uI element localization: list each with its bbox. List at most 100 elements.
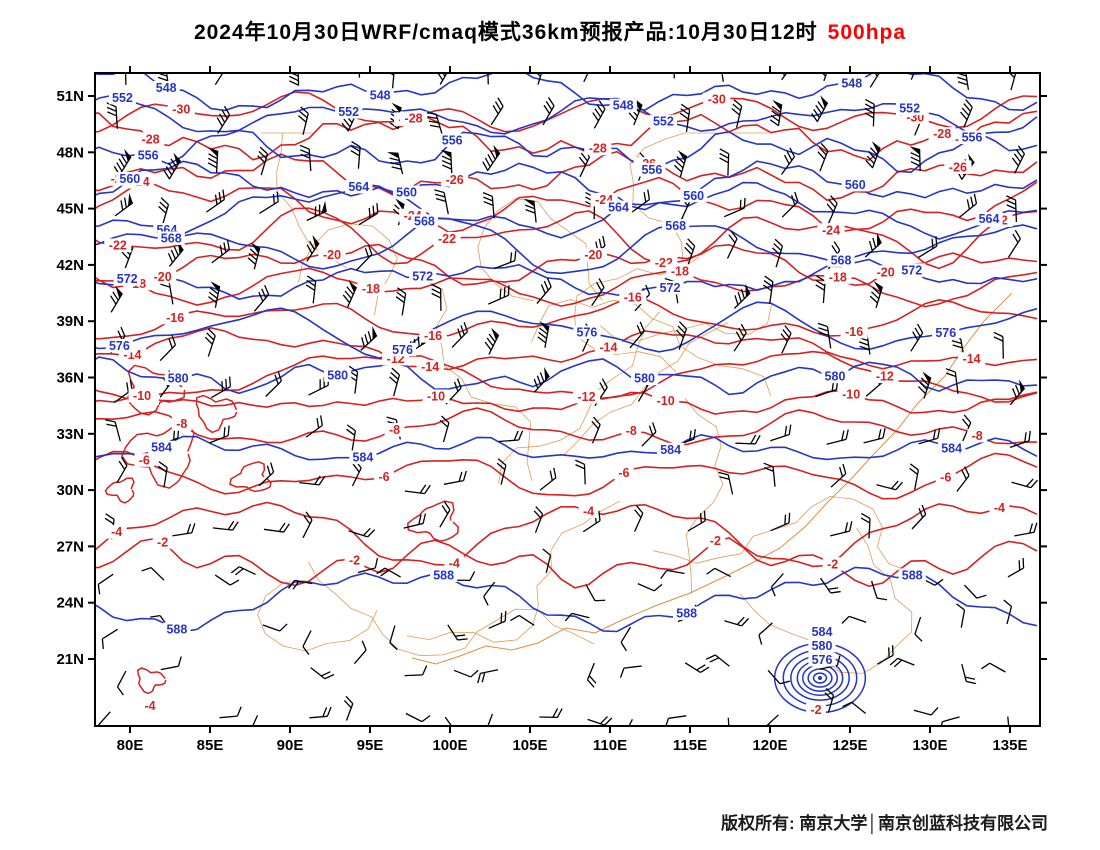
- contour-label-box: [163, 622, 191, 636]
- contour-label: 548: [841, 77, 862, 91]
- contour-label: 580: [825, 370, 846, 384]
- wind-barb: [634, 505, 644, 532]
- wind-barb: [498, 430, 524, 443]
- contour-label: -18: [671, 264, 689, 278]
- contour-label: -6: [378, 470, 389, 484]
- wind-barb: [357, 73, 361, 78]
- contour-label-box: [827, 253, 855, 267]
- boundary-line: [95, 217, 1038, 275]
- wind-barb: [298, 106, 309, 135]
- wind-barb: [706, 567, 731, 578]
- contour-label: 580: [812, 639, 833, 653]
- wind-barb: [214, 73, 228, 86]
- wind-barb: [958, 193, 978, 218]
- contour-label: -2: [157, 535, 168, 549]
- wind-barb: [486, 73, 489, 85]
- wind-barb: [157, 461, 168, 488]
- boundary-line: [95, 326, 1038, 371]
- wind-barb: [214, 574, 240, 586]
- contour-label: -26: [446, 173, 464, 187]
- wind-barb: [206, 189, 226, 213]
- wind-barb: [824, 687, 835, 713]
- wind-barb: [488, 285, 510, 305]
- wind-barb: [575, 459, 586, 485]
- contour-label-box: [821, 369, 849, 384]
- lat-tick-label: 42N: [56, 257, 84, 274]
- wind-barb: [265, 371, 282, 397]
- wind-barb: [141, 567, 165, 581]
- wind-barb: [585, 584, 606, 602]
- wind-barb: [826, 429, 849, 445]
- wind-barb: [404, 665, 428, 677]
- contour-label-box: [438, 133, 466, 148]
- lon-tick-label: 90E: [277, 737, 304, 754]
- wind-barb: [664, 715, 687, 726]
- contour-label-box: [630, 371, 659, 386]
- wind-barb: [159, 335, 177, 362]
- wind-barb: [705, 654, 730, 667]
- contour-label: 584: [941, 441, 962, 455]
- wind-barb: [719, 148, 730, 176]
- wind-barb: [815, 275, 826, 304]
- contour-label: -28: [405, 111, 423, 125]
- temperature-contours: [95, 91, 1038, 695]
- wind-barb: [770, 512, 791, 532]
- wind-barb: [110, 285, 123, 313]
- contour-label-box: [837, 387, 865, 402]
- lon-tick-label: 105E: [512, 737, 547, 754]
- contour-label-box: [609, 98, 637, 113]
- wind-barb: [623, 719, 633, 726]
- contour-label: 552: [899, 102, 920, 116]
- boundary-line: [95, 181, 1038, 240]
- boundary-line: [95, 176, 1038, 234]
- contour-label: 584: [352, 451, 373, 465]
- wind-barb: [306, 200, 327, 222]
- contour-label: 556: [962, 131, 983, 145]
- contour-label-box: [164, 371, 192, 386]
- lat-tick-label: 27N: [56, 538, 84, 555]
- contour-label: -4: [144, 699, 155, 713]
- contour-label: 556: [138, 148, 159, 162]
- contour-label-box: [318, 247, 346, 262]
- contour-label: -24: [822, 223, 840, 237]
- wind-barb: [302, 511, 313, 539]
- wind-barb: [993, 331, 1004, 359]
- wind-barb: [253, 285, 270, 312]
- wind-barb: [981, 662, 1006, 673]
- wind-barb: [209, 425, 230, 444]
- contour-label: 588: [166, 622, 187, 636]
- contour-label: -8: [626, 424, 637, 438]
- wind-barb: [830, 463, 847, 488]
- wind-barb: [877, 645, 894, 665]
- wind-barb: [539, 708, 563, 719]
- wind-barb: [945, 368, 959, 394]
- wind-barb: [443, 470, 467, 485]
- lat-tick-label: 36N: [56, 370, 84, 387]
- contour-label: 556: [442, 134, 463, 148]
- contour-label-box: [573, 325, 601, 340]
- contour-label-box: [410, 214, 439, 228]
- contour-label-box: [656, 280, 684, 295]
- wind-barb: [772, 238, 784, 268]
- contour-label: -16: [624, 291, 642, 305]
- wind-barb: [619, 665, 642, 678]
- wind-barb: [444, 716, 464, 726]
- contour-label: 584: [151, 441, 172, 455]
- wind-barb: [288, 73, 300, 86]
- wind-barb: [485, 713, 494, 726]
- wind-barb: [841, 615, 867, 624]
- lon-tick-label: 135E: [992, 737, 1027, 754]
- contour-label-box: [357, 282, 385, 296]
- contour-label-box: [106, 525, 127, 539]
- contour-label: -20: [584, 248, 602, 262]
- lat-tick-label: 21N: [56, 651, 84, 668]
- contour-label: 572: [901, 263, 922, 277]
- contour-label-box: [958, 130, 986, 145]
- wind-barb: [216, 105, 231, 134]
- contour-label-box: [896, 101, 924, 116]
- wind-barb: [258, 462, 275, 487]
- boundary-line: [95, 566, 1038, 633]
- contour-label: -30: [172, 103, 190, 117]
- wind-barb: [817, 322, 832, 349]
- wind-barb: [113, 148, 132, 176]
